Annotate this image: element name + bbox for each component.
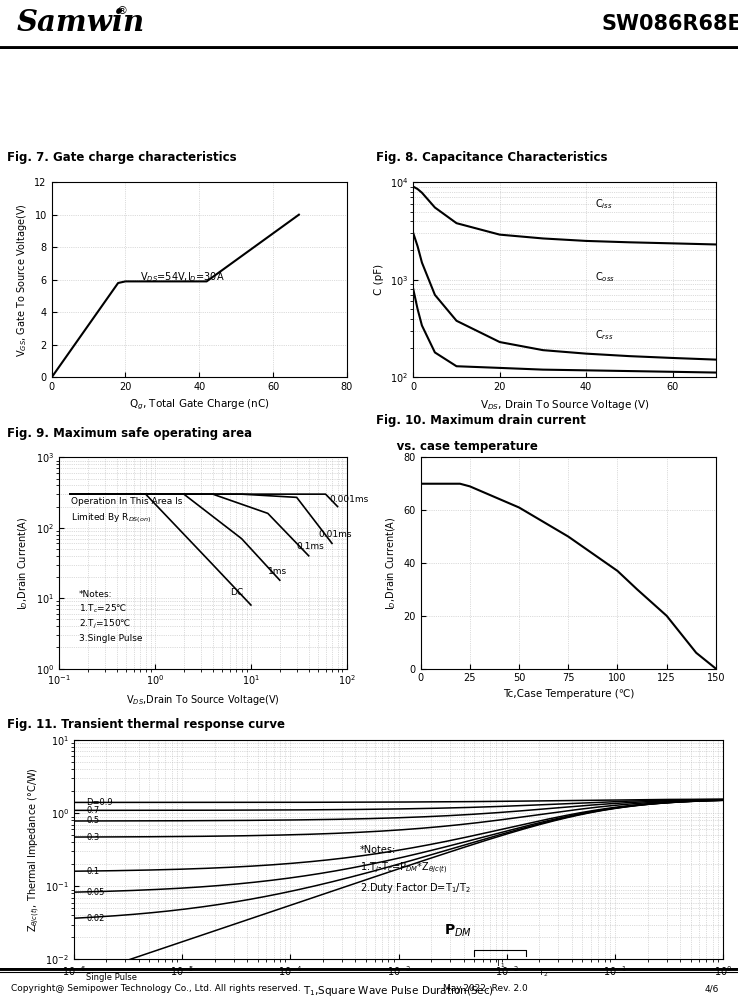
X-axis label: T$_1$,Square Wave Pulse Duration(Sec): T$_1$,Square Wave Pulse Duration(Sec) xyxy=(303,984,494,998)
Text: Fig. 9. Maximum safe operating area: Fig. 9. Maximum safe operating area xyxy=(7,427,252,440)
Text: DC: DC xyxy=(230,588,243,597)
Text: May.2022. Rev. 2.0: May.2022. Rev. 2.0 xyxy=(443,984,528,993)
Text: Copyright@ Semipower Technology Co., Ltd. All rights reserved.: Copyright@ Semipower Technology Co., Ltd… xyxy=(11,984,301,993)
Y-axis label: V$_{GS}$, Gate To Source Voltage(V): V$_{GS}$, Gate To Source Voltage(V) xyxy=(15,203,29,357)
X-axis label: Q$_g$, Total Gate Charge (nC): Q$_g$, Total Gate Charge (nC) xyxy=(129,398,269,412)
Text: 0.5: 0.5 xyxy=(86,816,99,825)
Text: C$_{oss}$: C$_{oss}$ xyxy=(595,270,615,284)
Text: 0.05: 0.05 xyxy=(86,888,105,897)
Text: C$_{rss}$: C$_{rss}$ xyxy=(595,328,613,342)
Text: 0.1: 0.1 xyxy=(86,867,99,876)
Text: V$_{DS}$=54V,I$_D$=30A: V$_{DS}$=54V,I$_D$=30A xyxy=(140,270,225,284)
Text: 0.1ms: 0.1ms xyxy=(297,542,325,551)
Text: T$_2$: T$_2$ xyxy=(538,966,548,979)
Text: ®: ® xyxy=(117,6,128,16)
Text: 0.3: 0.3 xyxy=(86,833,100,842)
X-axis label: Tc,Case Temperature (℃): Tc,Case Temperature (℃) xyxy=(503,689,634,699)
Y-axis label: C (pF): C (pF) xyxy=(374,264,384,295)
Y-axis label: I$_D$,Drain Current(A): I$_D$,Drain Current(A) xyxy=(17,516,30,610)
Text: 4/6: 4/6 xyxy=(705,984,719,993)
Text: T$_1$: T$_1$ xyxy=(494,958,506,970)
Text: 0.001ms: 0.001ms xyxy=(329,495,368,504)
Text: P$_{DM}$: P$_{DM}$ xyxy=(444,923,472,939)
X-axis label: V$_{DS}$, Drain To Source Voltage (V): V$_{DS}$, Drain To Source Voltage (V) xyxy=(480,398,649,412)
Y-axis label: Z$_{\theta jc(t)}$, Thermal Impedance (°C/W): Z$_{\theta jc(t)}$, Thermal Impedance (°… xyxy=(27,767,42,932)
Text: Fig. 10. Maximum drain current: Fig. 10. Maximum drain current xyxy=(376,414,586,427)
Text: Single Pulse: Single Pulse xyxy=(86,973,137,982)
Text: *Notes:
1.T$_j$-T$_c$=P$_{DM}$*Z$_{\theta jc(t)}$
2.Duty Factor D=T$_1$/T$_2$: *Notes: 1.T$_j$-T$_c$=P$_{DM}$*Z$_{\thet… xyxy=(359,845,470,895)
Text: vs. case temperature: vs. case temperature xyxy=(376,440,538,453)
Text: *Notes:
1.T$_c$=25℃
2.T$_j$=150℃
3.Single Pulse: *Notes: 1.T$_c$=25℃ 2.T$_j$=150℃ 3.Singl… xyxy=(79,590,142,643)
Text: Operation In This Area Is: Operation In This Area Is xyxy=(71,497,182,506)
Y-axis label: I$_D$,Drain Current(A): I$_D$,Drain Current(A) xyxy=(384,516,398,610)
Text: 1ms: 1ms xyxy=(268,567,287,576)
Text: SW086R68E7T: SW086R68E7T xyxy=(601,14,738,34)
Text: 0.02: 0.02 xyxy=(86,914,105,923)
X-axis label: V$_{DS}$,Drain To Source Voltage(V): V$_{DS}$,Drain To Source Voltage(V) xyxy=(126,693,280,707)
Text: Fig. 8. Capacitance Characteristics: Fig. 8. Capacitance Characteristics xyxy=(376,151,608,164)
Text: Limited By R$_{DS(on)}$: Limited By R$_{DS(on)}$ xyxy=(71,511,151,525)
Text: Fig. 11. Transient thermal response curve: Fig. 11. Transient thermal response curv… xyxy=(7,718,286,731)
Text: C$_{iss}$: C$_{iss}$ xyxy=(595,198,613,211)
Text: Fig. 7. Gate charge characteristics: Fig. 7. Gate charge characteristics xyxy=(7,151,237,164)
Text: D=0.9: D=0.9 xyxy=(86,798,113,807)
Text: Samwin: Samwin xyxy=(16,8,145,37)
Text: 0.01ms: 0.01ms xyxy=(318,530,351,539)
Text: 0.7: 0.7 xyxy=(86,806,100,815)
